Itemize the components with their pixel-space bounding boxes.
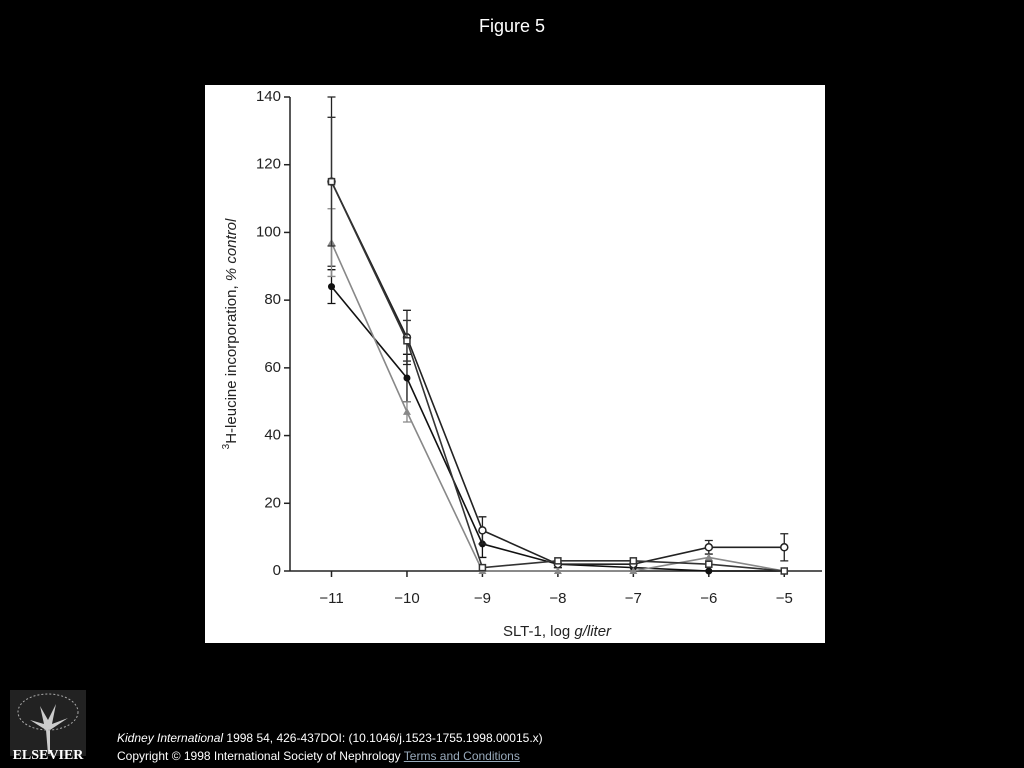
x-label-main: SLT-1, log: [503, 623, 574, 640]
elsevier-logo: [10, 690, 86, 756]
y-tick-label: 140: [256, 88, 281, 105]
point: [705, 560, 713, 568]
point: [553, 567, 562, 574]
point: [478, 526, 487, 535]
citation-text: 1998 54, 426-437DOI: (10.1046/j.1523-175…: [223, 731, 543, 745]
point: [705, 567, 713, 575]
y-tick-label: 100: [256, 223, 281, 240]
x-tick-label: −8: [549, 590, 566, 607]
y-tick-label: 120: [256, 156, 281, 173]
x-tick-label: −5: [776, 590, 793, 607]
copyright: Copyright © 1998 International Society o…: [117, 749, 404, 763]
point: [403, 374, 411, 382]
y-tick-label: 0: [273, 562, 281, 579]
y-label-main: H-leucine incorporation,: [223, 281, 240, 444]
y-tick-label: 60: [264, 359, 281, 376]
y-tick-label: 40: [264, 427, 281, 444]
y-axis-label: 3H-leucine incorporation, % control: [221, 218, 240, 449]
point: [403, 337, 411, 345]
point: [629, 567, 638, 574]
journal: Kidney International: [117, 731, 224, 745]
y-tick-label: 80: [264, 291, 281, 308]
point: [704, 543, 714, 552]
x-tick-label: −6: [700, 590, 717, 607]
x-tick-label: −9: [474, 590, 491, 607]
point: [629, 557, 638, 565]
point: [402, 407, 411, 415]
y-tick-label: 20: [264, 494, 281, 511]
point: [327, 177, 336, 186]
citation: Kidney International 1998 54, 426-437DOI…: [117, 731, 543, 745]
chart-panel: [205, 85, 825, 643]
point: [478, 563, 487, 572]
x-tick-label: −7: [625, 590, 642, 607]
y-label-sup: 3: [221, 443, 232, 449]
point: [704, 553, 713, 561]
x-tick-label: −10: [394, 590, 419, 607]
copyright-line: Copyright © 1998 International Society o…: [117, 749, 520, 763]
figure-title: Figure 5: [478, 16, 546, 36]
logo-text: ELSEVIER: [12, 748, 84, 763]
terms-link[interactable]: Terms and Conditions: [403, 749, 520, 763]
point: [554, 557, 562, 565]
x-tick-label: −11: [319, 590, 343, 607]
point: [780, 543, 789, 552]
point: [780, 567, 789, 575]
x-label-italic: g/liter: [574, 623, 612, 640]
x-axis-label: SLT-1, log g/liter: [503, 623, 612, 640]
y-label-italic: % control: [223, 218, 240, 281]
point: [328, 283, 336, 291]
